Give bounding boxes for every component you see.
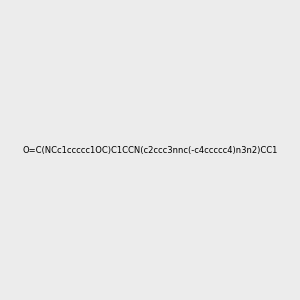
Text: O=C(NCc1ccccc1OC)C1CCN(c2ccc3nnc(-c4ccccc4)n3n2)CC1: O=C(NCc1ccccc1OC)C1CCN(c2ccc3nnc(-c4cccc…: [22, 146, 278, 154]
